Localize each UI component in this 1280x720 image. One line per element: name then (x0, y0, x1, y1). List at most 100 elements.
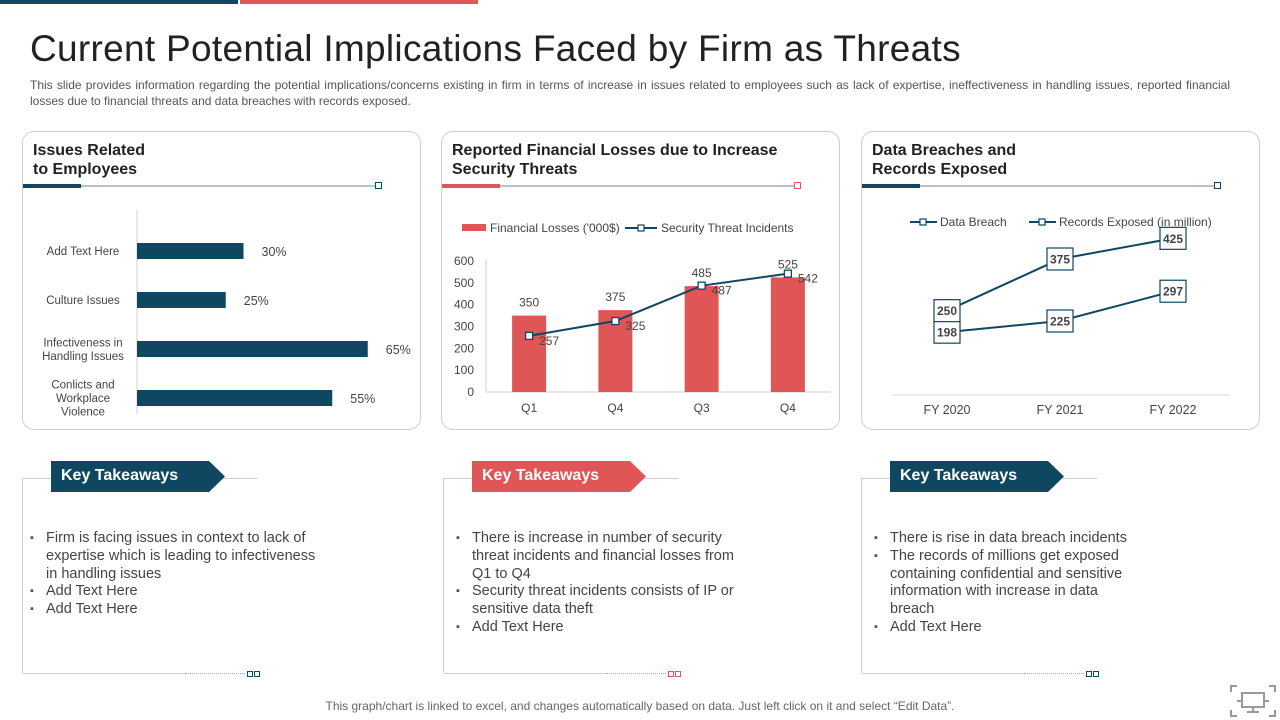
category-label: Conlicts and Workplace Violence (51, 380, 114, 419)
divider-square-icon (794, 182, 801, 189)
takeaway-list-2: There is increase in number of security … (456, 530, 746, 637)
legend-swatch-bar (462, 224, 486, 231)
line-data-label: 487 (712, 284, 732, 298)
divider-square-icon (375, 182, 382, 189)
legend-label: Records Exposed (in million) (1059, 215, 1212, 229)
divider-accent (442, 184, 500, 188)
data-label: 30% (262, 245, 287, 259)
takeaway-title: Key Takeaways (61, 467, 179, 484)
panel-data-breaches: Data Breaches and Records Exposed Data B… (861, 131, 1260, 430)
series-line (528, 272, 789, 337)
presentation-screen-icon (1230, 685, 1276, 717)
bar (684, 286, 719, 392)
bar-data-label: 525 (778, 257, 798, 271)
list-item: Add Text Here (30, 601, 330, 619)
x-tick-label: FY 2021 (1036, 403, 1083, 417)
data-label: 425 (1163, 232, 1183, 246)
line-point (697, 281, 706, 290)
data-point-box (1159, 279, 1187, 303)
line-data-label: 542 (798, 272, 818, 286)
bar (137, 341, 368, 357)
box-end-square-icon (247, 671, 253, 677)
bar (137, 243, 244, 259)
bar (137, 390, 333, 406)
data-label: 375 (1050, 253, 1070, 267)
employee-issues-chart[interactable]: 30% Add Text Here 25% Culture Issues 65% Infe… (23, 132, 422, 431)
box-end-square-icon (668, 671, 674, 677)
list-item: Add Text Here (30, 583, 330, 601)
bar (770, 277, 805, 392)
data-label: 65% (386, 343, 411, 357)
bar (137, 292, 226, 308)
arrow-tag-icon (51, 461, 225, 492)
x-tick-label: FY 2022 (1149, 403, 1196, 417)
list-item: The records of millions get exposed cont… (874, 548, 1136, 619)
box-end-square-icon (675, 671, 681, 677)
data-label: 225 (1050, 315, 1070, 329)
x-tick-label: FY 2020 (923, 403, 970, 417)
data-point-box (1159, 226, 1187, 250)
list-item: There is increase in number of security … (456, 530, 746, 583)
x-tick-label: Q4 (607, 401, 623, 415)
y-tick-label: 600 (454, 254, 474, 268)
box-end-square-icon (1086, 671, 1092, 677)
data-point-box (933, 299, 961, 323)
list-item: Add Text Here (874, 619, 1136, 637)
y-tick-label: 100 (454, 363, 474, 377)
data-label: 250 (937, 304, 957, 318)
arrow-tag-icon (472, 461, 646, 492)
x-tick-label: Q1 (521, 401, 537, 415)
data-point-box (1046, 309, 1074, 333)
panel-employee-issues: Issues Related to Employees 30% Add Text … (22, 131, 421, 430)
x-tick-label: Q3 (694, 401, 710, 415)
financial-losses-chart[interactable]: Financial Losses ('000$) Security Threat … (442, 132, 841, 431)
line-data-label: 325 (625, 319, 645, 333)
data-label: 55% (350, 392, 375, 406)
top-accent-bar-navy (0, 0, 238, 4)
bar-data-label: 375 (605, 290, 625, 304)
line-data-label: 257 (539, 334, 559, 348)
takeaway-title: Key Takeaways (900, 467, 1018, 484)
arrow-tag-icon (890, 461, 1064, 492)
line-point (524, 331, 534, 341)
data-label: 198 (937, 326, 957, 340)
legend-label: Data Breach (940, 215, 1007, 229)
data-label: 297 (1163, 285, 1183, 299)
line-point (611, 316, 620, 326)
top-accent-bar-red (240, 0, 478, 4)
takeaway-list-1: Firm is facing issues in context to lack… (30, 530, 330, 619)
panel-divider (862, 182, 1221, 189)
y-tick-label: 0 (467, 385, 474, 399)
y-tick-label: 200 (454, 341, 474, 355)
category-label: Culture Issues (46, 295, 120, 307)
y-tick-label: 400 (454, 298, 474, 312)
divider-accent (862, 184, 920, 188)
category-label: Add Text Here (47, 246, 120, 258)
page-subtitle: This slide provides information regardin… (30, 78, 1230, 108)
panel-title: Reported Financial Losses due to Increas… (452, 142, 778, 178)
box-end-square-icon (254, 671, 260, 677)
line-point (783, 269, 793, 278)
panel-divider (23, 182, 382, 189)
legend-label: Financial Losses ('000$) (490, 221, 620, 235)
list-item: Firm is facing issues in context to lack… (30, 530, 330, 583)
list-item: Add Text Here (456, 619, 746, 637)
y-tick-label: 500 (454, 276, 474, 290)
divider-square-icon (1214, 182, 1221, 189)
bar (512, 315, 547, 392)
bar-data-label: 485 (692, 266, 712, 280)
panel-title: Issues Related to Employees (33, 142, 146, 178)
data-breaches-chart[interactable]: Data Breach Records Exposed (in million) F… (862, 132, 1261, 431)
box-end-square-icon (1093, 671, 1099, 677)
y-tick-label: 300 (454, 320, 474, 334)
legend-marker (1038, 218, 1046, 226)
legend-marker (637, 224, 645, 232)
divider-accent (23, 184, 81, 188)
footer-note: This graph/chart is linked to excel, and… (325, 699, 955, 713)
data-point-box (1046, 247, 1074, 271)
data-label: 25% (244, 294, 269, 308)
takeaway-list-3: There is rise in data breach incidents T… (874, 530, 1136, 637)
panel-title: Data Breaches and Records Exposed (872, 142, 1017, 178)
panel-financial-losses: Reported Financial Losses due to Increas… (441, 131, 840, 430)
takeaway-title: Key Takeaways (482, 467, 600, 484)
